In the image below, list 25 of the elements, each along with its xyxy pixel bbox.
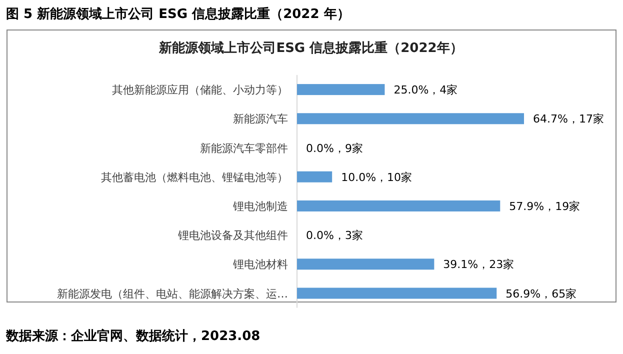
y-tick-label: 新能源汽车零部件: [200, 142, 288, 155]
y-tick-label: 其他新能源应用（储能、小动力等）: [112, 84, 288, 97]
data-label: 0.0%，3家: [306, 229, 363, 242]
data-label: 39.1%，23家: [443, 258, 514, 272]
bar: [297, 200, 500, 212]
bar: [297, 113, 524, 124]
chart-subtitle: 新能源领域上市公司ESG 信息披露比重（2022年）: [158, 40, 463, 56]
y-tick-label: 锂电池制造: [232, 200, 288, 213]
data-label: 10.0%，10家: [341, 170, 412, 184]
bar: [297, 258, 434, 270]
y-tick-label: 其他蓄电池（燃料电池、锂锰电池等）: [101, 170, 288, 184]
y-tick-label: 锂电池设备及其他组件: [177, 229, 288, 242]
data-label: 0.0%，9家: [306, 142, 363, 155]
data-label: 64.7%，17家: [533, 112, 604, 126]
y-tick-label: 锂电池材料: [232, 258, 288, 272]
bar: [297, 288, 497, 299]
data-label: 56.9%，65家: [506, 287, 577, 300]
y-tick-label: 新能源发电（组件、电站、能源解决方案、运…: [57, 287, 288, 300]
source-note: 数据来源：企业官网、数据统计，2023.08: [5, 328, 260, 344]
bar: [297, 84, 385, 96]
data-label: 25.0%，4家: [394, 84, 458, 97]
data-label: 57.9%，19家: [509, 200, 580, 213]
y-tick-label: 新能源汽车: [233, 112, 288, 126]
text: 图 5 新能源领域上市公司 ESG 信息披露比重（2022 年）: [6, 6, 350, 22]
bar: [297, 171, 332, 182]
